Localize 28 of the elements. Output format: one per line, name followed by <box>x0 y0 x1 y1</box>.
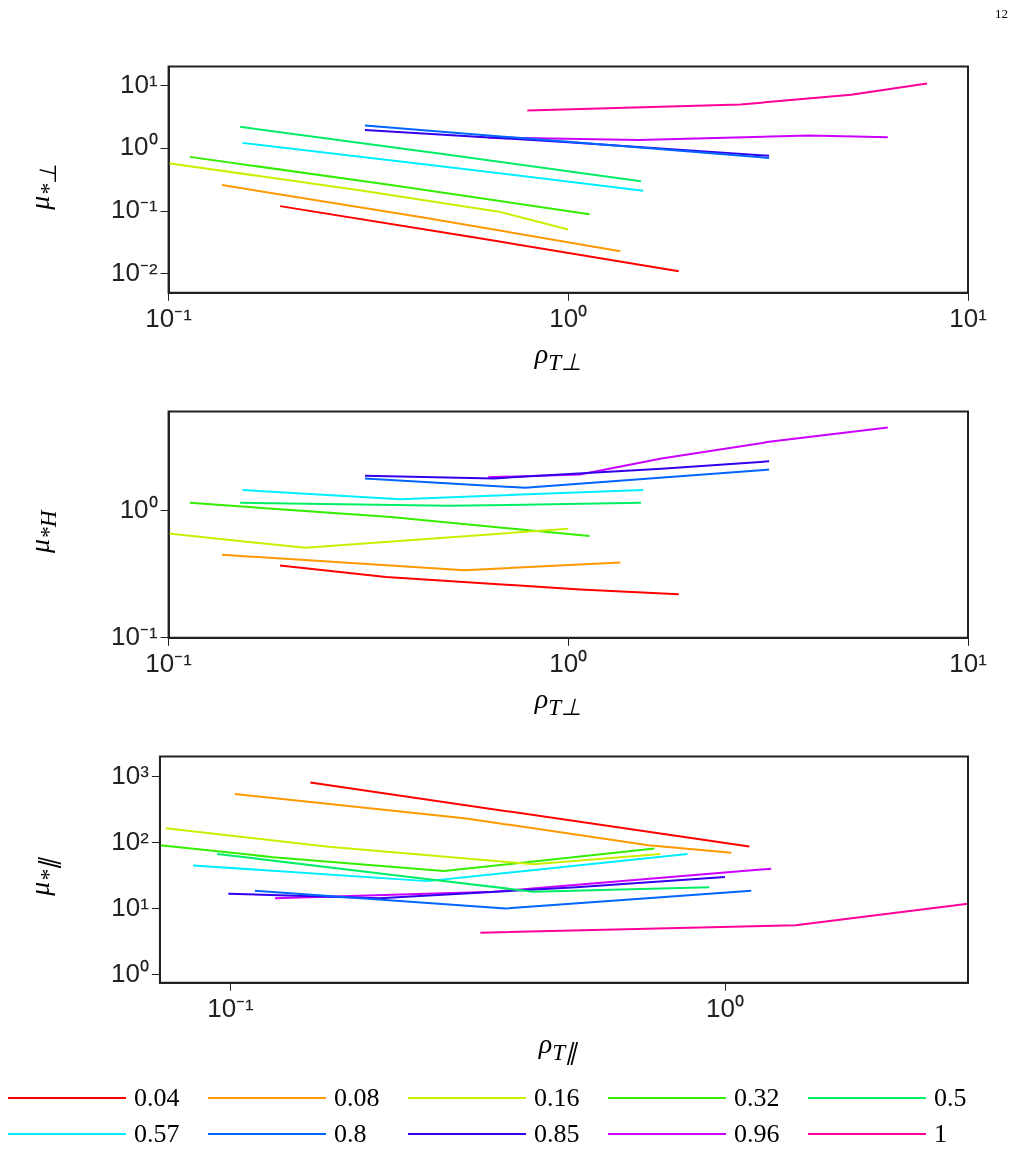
x-axis-title: ρ$_{T∥}$ <box>537 1028 579 1066</box>
x-tick-label: 10⁰ <box>549 302 588 333</box>
y-tick-label: 10³ <box>111 759 150 790</box>
y-tick-label: 10¹ <box>111 891 150 922</box>
legend-label: 0.57 <box>134 1119 180 1149</box>
legend-label: 0.96 <box>734 1119 780 1149</box>
y-tick-label: 10⁻¹ <box>111 194 158 225</box>
y-tick-label: 10¹ <box>120 68 158 99</box>
x-tick-label: 10⁰ <box>549 647 588 678</box>
x-tick-label: 10¹ <box>949 302 988 333</box>
x-tick-label: 10¹ <box>949 647 988 678</box>
legend-label: 0.08 <box>334 1083 380 1113</box>
legend-label: 0.04 <box>134 1083 180 1113</box>
x-axis-title: ρ$_{T⊥}$ <box>533 683 583 721</box>
legend-label: 0.32 <box>734 1083 780 1113</box>
legend-label: 0.85 <box>534 1119 580 1149</box>
text: 12 <box>995 6 1008 22</box>
legend-label: 0.5 <box>934 1083 967 1113</box>
legend-label: 0.8 <box>334 1119 367 1149</box>
x-tick-label: 10⁻¹ <box>145 302 193 333</box>
y-tick-label: 10⁰ <box>119 493 158 524</box>
y-tick-label: 10⁰ <box>111 957 149 988</box>
y-tick-label: 10⁻² <box>111 257 158 288</box>
legend-label: 1 <box>934 1119 947 1149</box>
legend-label: 0.16 <box>534 1083 580 1113</box>
x-axis-title: ρ$_{T⊥}$ <box>533 338 583 376</box>
y-tick-label: 10⁰ <box>119 131 158 162</box>
y-tick-label: 10² <box>111 825 150 856</box>
